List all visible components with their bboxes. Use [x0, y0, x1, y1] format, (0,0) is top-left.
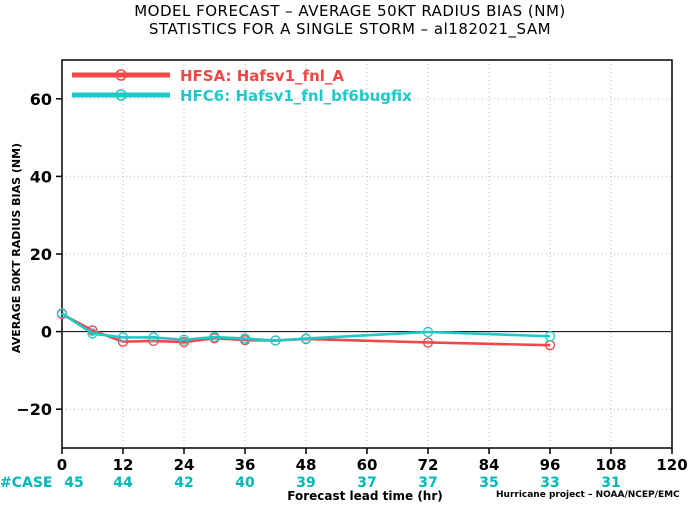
case-count: 35: [479, 475, 498, 491]
case-count: 42: [174, 475, 193, 491]
legend-marker: [115, 89, 127, 101]
y-tick-label: 60: [30, 90, 52, 109]
x-tick-label: 0: [57, 456, 67, 474]
x-tick-label: 72: [418, 456, 439, 474]
series-point: [148, 332, 159, 343]
series-point: [178, 334, 190, 345]
case-count: 40: [235, 475, 255, 491]
x-tick-label: 24: [174, 456, 195, 474]
series-point: [422, 326, 434, 338]
case-label: #CASE: [0, 475, 53, 491]
case-count: 37: [418, 475, 437, 491]
chart-title: MODEL FORECAST – AVERAGE 50KT RADIUS BIA…: [134, 2, 566, 20]
case-count: 44: [113, 475, 133, 491]
series-point: [270, 335, 281, 346]
case-count: 33: [540, 475, 559, 491]
series-point: [209, 331, 220, 343]
x-tick-label: 108: [595, 456, 626, 474]
series-point: [239, 333, 251, 344]
case-count: 31: [601, 475, 620, 491]
series-point: [56, 308, 68, 319]
case-count: 37: [357, 475, 376, 491]
x-tick-label: 96: [540, 456, 561, 474]
series-point: [544, 331, 556, 342]
x-tick-label: 60: [357, 456, 378, 474]
case-count: 45: [64, 475, 83, 491]
y-tick-label: 20: [30, 245, 52, 264]
y-tick-label: 40: [30, 167, 52, 186]
series-point: [422, 337, 434, 348]
x-tick-label: 48: [296, 456, 317, 474]
x-tick-label: 84: [479, 456, 500, 474]
series-point: [300, 333, 312, 344]
y-tick-label: −20: [16, 400, 52, 419]
legend-label: HFC6: Hafsv1_fnl_bf6bugfix: [180, 87, 412, 105]
x-tick-label: 12: [113, 456, 134, 474]
x-tick-label: 36: [235, 456, 256, 474]
credit-text: Hurricane project – NOAA/NCEP/EMC: [496, 490, 680, 500]
x-tick-label: 120: [656, 456, 687, 474]
series-line: [61, 312, 551, 342]
case-count: 39: [296, 475, 315, 491]
chart-subtitle: STATISTICS FOR A SINGLE STORM – al182021…: [148, 20, 552, 38]
x-axis-title: Forecast lead time (hr): [287, 489, 443, 503]
series-point: [87, 328, 98, 339]
series-point: [117, 332, 129, 343]
legend-label: HFSA: Hafsv1_fnl_A: [180, 67, 344, 85]
y-tick-label: 0: [41, 323, 52, 342]
y-axis-title: AVERAGE 50KT RADIUS BIAS (NM): [10, 143, 23, 353]
legend-marker: [115, 69, 127, 81]
